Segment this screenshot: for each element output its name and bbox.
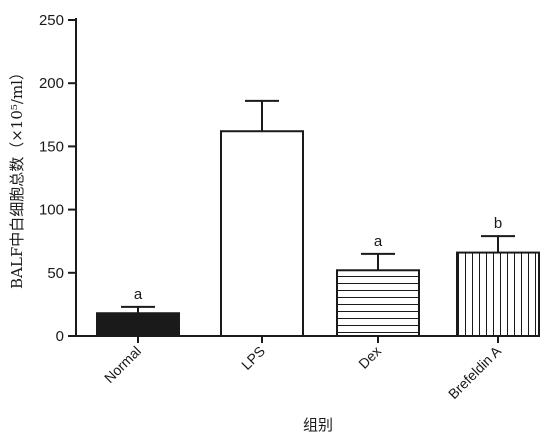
x-axis-title: 组别 <box>303 416 333 434</box>
bar-lps <box>220 130 304 337</box>
significance-label: b <box>494 215 502 232</box>
x-tick-label: Normal <box>101 343 144 386</box>
y-ticks: 0 50 100 150 200 250 <box>39 12 76 345</box>
x-tick-label: LPS <box>238 343 268 373</box>
x-tick-label: Dex <box>355 343 384 372</box>
y-tick-label: 50 <box>47 265 64 282</box>
bar-brefeldin-a <box>456 251 540 338</box>
x-ticks: Normal LPS Dex Brefeldin A <box>101 336 505 402</box>
significance-label: a <box>374 233 383 250</box>
bar-dex <box>336 269 420 337</box>
x-tick-label: Brefeldin A <box>445 342 505 402</box>
y-axis-title: BALF中白细胞总数（×10⁵/ml） <box>8 65 26 289</box>
significance-labels: a a b <box>134 215 502 303</box>
y-tick-label: 100 <box>39 202 64 219</box>
y-tick-label: 250 <box>39 12 64 29</box>
bar-normal <box>96 312 180 337</box>
significance-label: a <box>134 286 143 303</box>
y-tick-label: 200 <box>39 75 64 92</box>
y-tick-label: 150 <box>39 138 64 155</box>
y-tick-label: 0 <box>56 328 64 345</box>
error-bars <box>121 99 515 314</box>
bars <box>96 130 540 338</box>
